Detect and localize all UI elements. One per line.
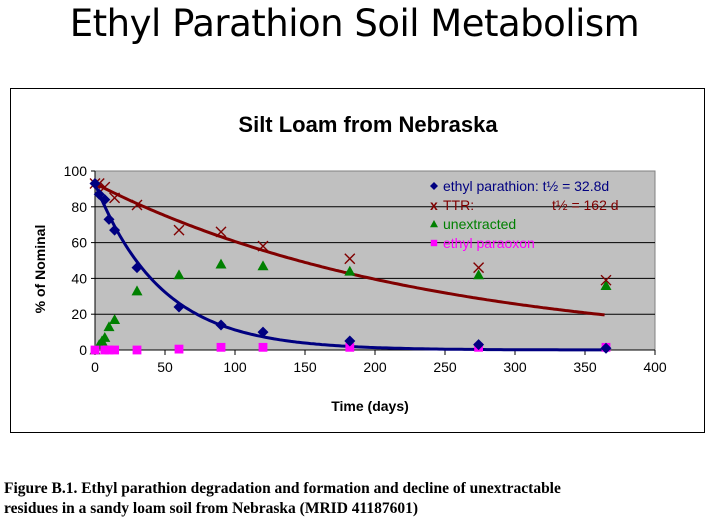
chart-frame: Silt Loam from Nebraska 0 20 40 60 80 100 0 50 1… <box>10 88 705 433</box>
data-point <box>600 342 612 354</box>
data-point <box>99 194 111 206</box>
caption-line-2: residues in a sandy loam soil from Nebra… <box>4 500 419 517</box>
series-ethyl-parathion <box>89 178 612 354</box>
data-point <box>90 345 100 355</box>
legend-marker-square <box>430 239 438 247</box>
figure-caption: Figure B.1. Ethyl parathion degradation … <box>4 479 704 519</box>
data-point <box>173 301 185 313</box>
legend-marker-triangle <box>430 220 438 228</box>
x-tick-label: 400 <box>643 359 667 375</box>
y-tick-label: 100 <box>64 163 88 179</box>
data-point <box>89 178 101 190</box>
data-point <box>600 274 612 286</box>
data-point <box>344 253 356 265</box>
data-point <box>600 280 612 290</box>
legend-label: ethyl paraoxon <box>443 235 535 251</box>
legend-halflife: t½ = 162 d <box>552 197 619 213</box>
x-tick-label: 0 <box>91 359 99 375</box>
data-point <box>258 342 268 352</box>
data-point <box>131 199 143 211</box>
x-tick-label: 200 <box>363 359 387 375</box>
data-point <box>110 345 119 355</box>
data-point <box>109 192 121 204</box>
data-point <box>109 314 121 324</box>
x-tick-label: 100 <box>223 359 247 375</box>
data-point <box>104 345 114 355</box>
data-point <box>257 240 269 252</box>
x-tick-label: 150 <box>293 359 317 375</box>
axes: 0 20 40 60 80 100 0 50 100 150 200 250 300 350 400 <box>64 163 667 375</box>
data-point <box>473 339 485 351</box>
data-point <box>131 285 143 296</box>
data-point <box>473 269 485 280</box>
data-point <box>132 345 142 355</box>
data-point <box>344 335 356 347</box>
data-point <box>99 331 111 342</box>
data-point <box>99 181 111 193</box>
data-point <box>215 258 227 269</box>
data-point <box>344 265 356 276</box>
data-point <box>103 321 115 332</box>
y-tick-label: 40 <box>71 270 87 286</box>
y-tick-label: 0 <box>79 342 87 358</box>
x-axis-label: Time (days) <box>331 398 409 414</box>
chart-title: Silt Loam from Nebraska <box>238 112 498 137</box>
plot-area <box>94 170 656 351</box>
x-tick-label: 350 <box>573 359 597 375</box>
data-point <box>345 342 355 352</box>
data-point <box>257 260 269 271</box>
data-point <box>257 326 269 338</box>
data-point <box>215 226 227 238</box>
x-tick-label: 250 <box>433 359 457 375</box>
legend-label: ethyl parathion: t½ = 32.8d <box>443 178 609 194</box>
data-point <box>473 262 485 274</box>
caption-line-1: Figure B.1. Ethyl parathion degradation … <box>4 480 561 497</box>
y-tick-label: 60 <box>71 235 87 251</box>
chart-svg: Silt Loam from Nebraska 0 20 40 60 80 100 0 50 1… <box>32 112 667 414</box>
legend: ethyl parathion: t½ = 32.8d x TTR: t½ = 162… <box>430 178 619 251</box>
data-point <box>103 213 115 225</box>
y-tick-label: 20 <box>71 306 87 322</box>
y-axis-label: % of Nominal <box>32 225 48 314</box>
legend-marker-x: x <box>430 197 438 213</box>
slide-title: Ethyl Parathion Soil Metabolism <box>69 2 640 45</box>
data-point <box>215 319 227 331</box>
data-point <box>173 224 185 236</box>
legend-label: TTR: <box>443 197 474 213</box>
x-tick-label: 50 <box>157 359 173 375</box>
data-point <box>216 342 226 352</box>
legend-label: unextracted <box>443 216 516 232</box>
data-point <box>174 344 184 354</box>
legend-marker-diamond <box>430 182 438 190</box>
y-tick-label: 80 <box>71 199 87 215</box>
data-points <box>89 178 612 355</box>
data-point <box>173 269 185 280</box>
x-tick-label: 300 <box>503 359 527 375</box>
data-point <box>109 224 121 236</box>
data-point <box>131 262 143 274</box>
